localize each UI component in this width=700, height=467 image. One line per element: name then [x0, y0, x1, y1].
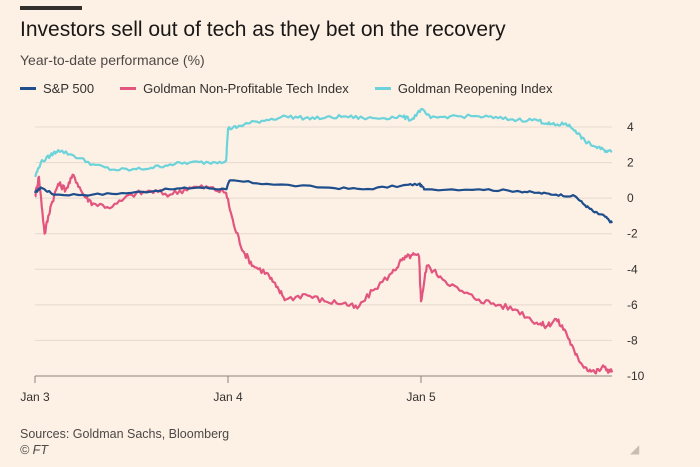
- x-tick-label: Jan 3: [20, 390, 50, 404]
- legend-swatch-reopening-index: [374, 87, 391, 90]
- source-note: Sources: Goldman Sachs, Bloomberg: [20, 427, 230, 441]
- y-tick-label: -8: [627, 333, 638, 347]
- legend: S&P 500 Goldman Non-Profitable Tech Inde…: [20, 81, 578, 96]
- top-accent-bar: [20, 6, 82, 10]
- series-line-tech-index: [34, 173, 614, 375]
- legend-swatch-tech-index: [120, 87, 137, 90]
- x-axis: Jan 3 Jan 4 Jan 5: [20, 376, 436, 404]
- y-tick-label: 2: [627, 156, 634, 170]
- y-tick-label: -6: [627, 298, 638, 312]
- series-line-sp500: [34, 179, 614, 224]
- grid-lines: [35, 126, 612, 377]
- legend-label-reopening-index: Goldman Reopening Index: [397, 81, 553, 96]
- series-line-reopening-index: [34, 107, 613, 178]
- legend-label-sp500: S&P 500: [43, 81, 95, 96]
- y-tick-label: -10: [627, 369, 645, 383]
- y-tick-label: 4: [627, 120, 634, 134]
- y-axis: 4 2 0 -2 -4 -6 -8 -10: [627, 120, 645, 383]
- y-tick-label: 0: [627, 191, 634, 205]
- y-tick-label: -2: [627, 227, 638, 241]
- legend-swatch-sp500: [20, 87, 36, 90]
- legend-item-tech-index: Goldman Non-Profitable Tech Index: [120, 81, 349, 96]
- resize-corner-icon: ◢: [630, 442, 640, 456]
- x-tick-label: Jan 5: [406, 390, 436, 404]
- legend-item-reopening-index: Goldman Reopening Index: [374, 81, 553, 96]
- x-tick-label: Jan 4: [213, 390, 243, 404]
- legend-label-tech-index: Goldman Non-Profitable Tech Index: [143, 81, 349, 96]
- legend-item-sp500: S&P 500: [20, 81, 94, 96]
- chart-subtitle: Year-to-date performance (%): [20, 52, 205, 68]
- chart-title: Investors sell out of tech as they bet o…: [20, 18, 506, 41]
- series-lines: [34, 107, 614, 375]
- y-tick-label: -4: [627, 262, 638, 276]
- ft-credit: © FT: [20, 443, 48, 457]
